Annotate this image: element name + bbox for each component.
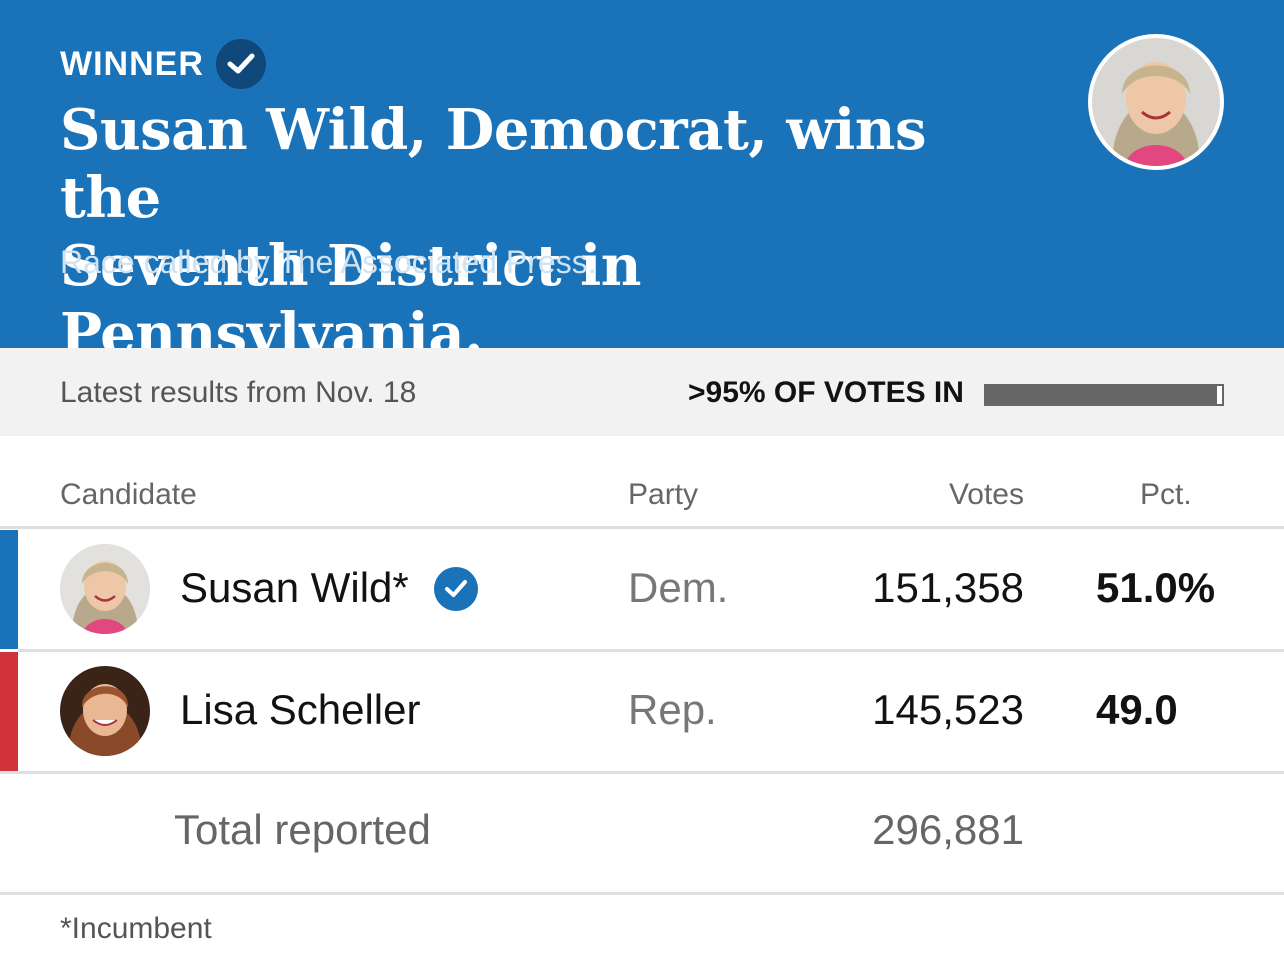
candidate-votes: 145,523: [872, 686, 1024, 733]
votes-in-label: >95% OF VOTES IN: [688, 376, 964, 409]
winner-check-icon: [434, 567, 478, 611]
winner-label: WINNER: [60, 44, 204, 83]
candidate-party: Rep.: [628, 686, 717, 733]
party-color-bar: [0, 530, 18, 649]
total-reported-label: Total reported: [174, 806, 431, 853]
candidate-party: Dem.: [628, 564, 729, 611]
column-header-votes: Votes: [948, 478, 1024, 511]
candidate-votes: 151,358: [872, 564, 1024, 611]
candidate-pct: 49.0: [1096, 686, 1178, 733]
headline-line-1: Susan Wild, Democrat, wins the: [60, 97, 927, 231]
incumbent-footnote: *Incumbent: [60, 912, 212, 945]
candidate-pct: 51.0%: [1096, 564, 1216, 611]
row-divider: [18, 649, 1284, 652]
votes-in-progress-fill: [986, 386, 1218, 404]
headline-line-2: Seventh District in Pennsylvania.: [60, 233, 642, 367]
table-bottom-divider: [0, 892, 1284, 895]
headline: Susan Wild, Democrat, wins the Seventh D…: [60, 96, 960, 368]
votes-in-progress-bar: [984, 384, 1224, 406]
check-circle-icon: [215, 39, 266, 89]
candidate-name: Susan Wild*: [180, 564, 409, 611]
avatar: [60, 544, 150, 634]
winner-row: WINNER: [60, 36, 266, 92]
race-called-note: Race called by The Associated Press.: [60, 244, 597, 280]
winner-avatar: [1088, 34, 1224, 170]
column-header-party: Party: [628, 478, 699, 511]
party-color-bar: [0, 652, 18, 771]
row-divider: [0, 771, 1284, 774]
avatar: [60, 666, 150, 756]
candidate-name: Lisa Scheller: [180, 686, 421, 733]
column-header-candidate: Candidate: [60, 478, 197, 511]
header-divider-right: [584, 526, 1284, 529]
total-reported-votes: 296,881: [872, 806, 1024, 853]
column-header-pct: Pct.: [1140, 478, 1192, 511]
race-header: WINNER Susan Wild, Democrat, wins the Se…: [0, 0, 1284, 367]
latest-results-date: Latest results from Nov. 18: [60, 376, 417, 409]
header-divider: [0, 526, 584, 529]
